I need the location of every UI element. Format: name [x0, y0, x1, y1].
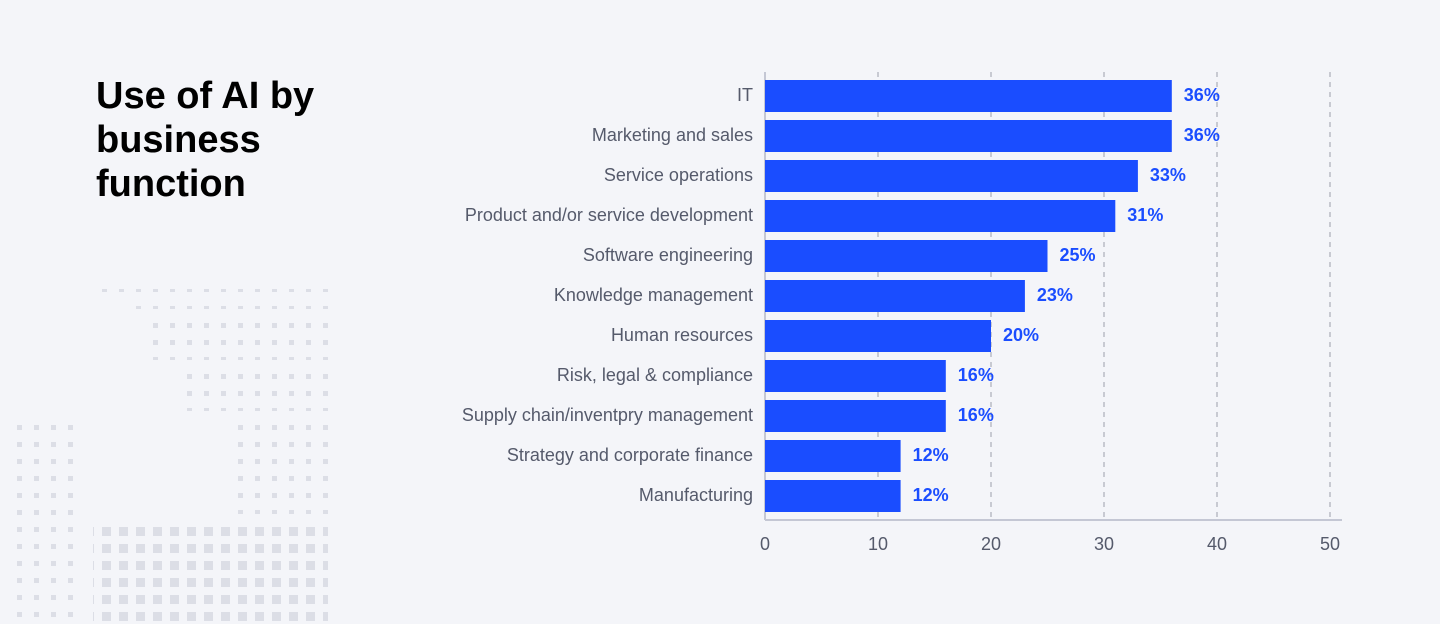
- y-tick-label: Risk, legal & compliance: [557, 365, 753, 385]
- y-tick-label: Knowledge management: [554, 285, 753, 305]
- value-label: 36%: [1184, 125, 1220, 145]
- y-tick-label: Software engineering: [583, 245, 753, 265]
- bar: [765, 280, 1025, 312]
- value-label: 33%: [1150, 165, 1186, 185]
- value-label: 16%: [958, 365, 994, 385]
- value-label: 12%: [913, 485, 949, 505]
- bar: [765, 320, 991, 352]
- y-tick-label: IT: [737, 85, 753, 105]
- x-tick-label: 0: [760, 534, 770, 554]
- bar: [765, 480, 901, 512]
- x-tick-label: 10: [868, 534, 888, 554]
- value-label: 25%: [1060, 245, 1096, 265]
- value-label: 31%: [1127, 205, 1163, 225]
- y-tick-label: Service operations: [604, 165, 753, 185]
- x-tick-label: 20: [981, 534, 1001, 554]
- y-tick-label: Manufacturing: [639, 485, 753, 505]
- y-tick-label: Product and/or service development: [465, 205, 753, 225]
- bar: [765, 120, 1172, 152]
- x-tick-label: 50: [1320, 534, 1340, 554]
- value-label: 36%: [1184, 85, 1220, 105]
- chart-title: Use of AI by business function: [96, 75, 315, 205]
- y-tick-label: Marketing and sales: [592, 125, 753, 145]
- bar: [765, 240, 1048, 272]
- y-tick-label: Human resources: [611, 325, 753, 345]
- value-label: 16%: [958, 405, 994, 425]
- x-tick-label: 30: [1094, 534, 1114, 554]
- value-label: 12%: [913, 445, 949, 465]
- y-tick-label: Strategy and corporate finance: [507, 445, 753, 465]
- y-tick-label: Supply chain/inventpry management: [462, 405, 753, 425]
- bar: [765, 440, 901, 472]
- bar: [765, 400, 946, 432]
- bar: [765, 200, 1116, 232]
- x-tick-label: 40: [1207, 534, 1227, 554]
- bar: [765, 360, 946, 392]
- bar: [765, 80, 1172, 112]
- value-label: 20%: [1003, 325, 1039, 345]
- value-label: 23%: [1037, 285, 1073, 305]
- bar: [765, 160, 1138, 192]
- decoration: [8, 278, 328, 621]
